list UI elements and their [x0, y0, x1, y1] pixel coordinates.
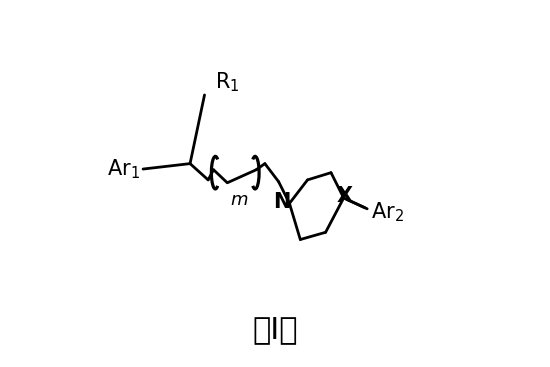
Text: Ar$_2$: Ar$_2$	[371, 201, 404, 224]
Text: R$_1$: R$_1$	[216, 70, 240, 94]
Text: Ar$_1$: Ar$_1$	[107, 157, 140, 181]
Text: （I）: （I）	[252, 315, 298, 344]
Text: m: m	[230, 191, 248, 209]
Text: X: X	[337, 186, 353, 206]
Text: N: N	[273, 192, 291, 211]
